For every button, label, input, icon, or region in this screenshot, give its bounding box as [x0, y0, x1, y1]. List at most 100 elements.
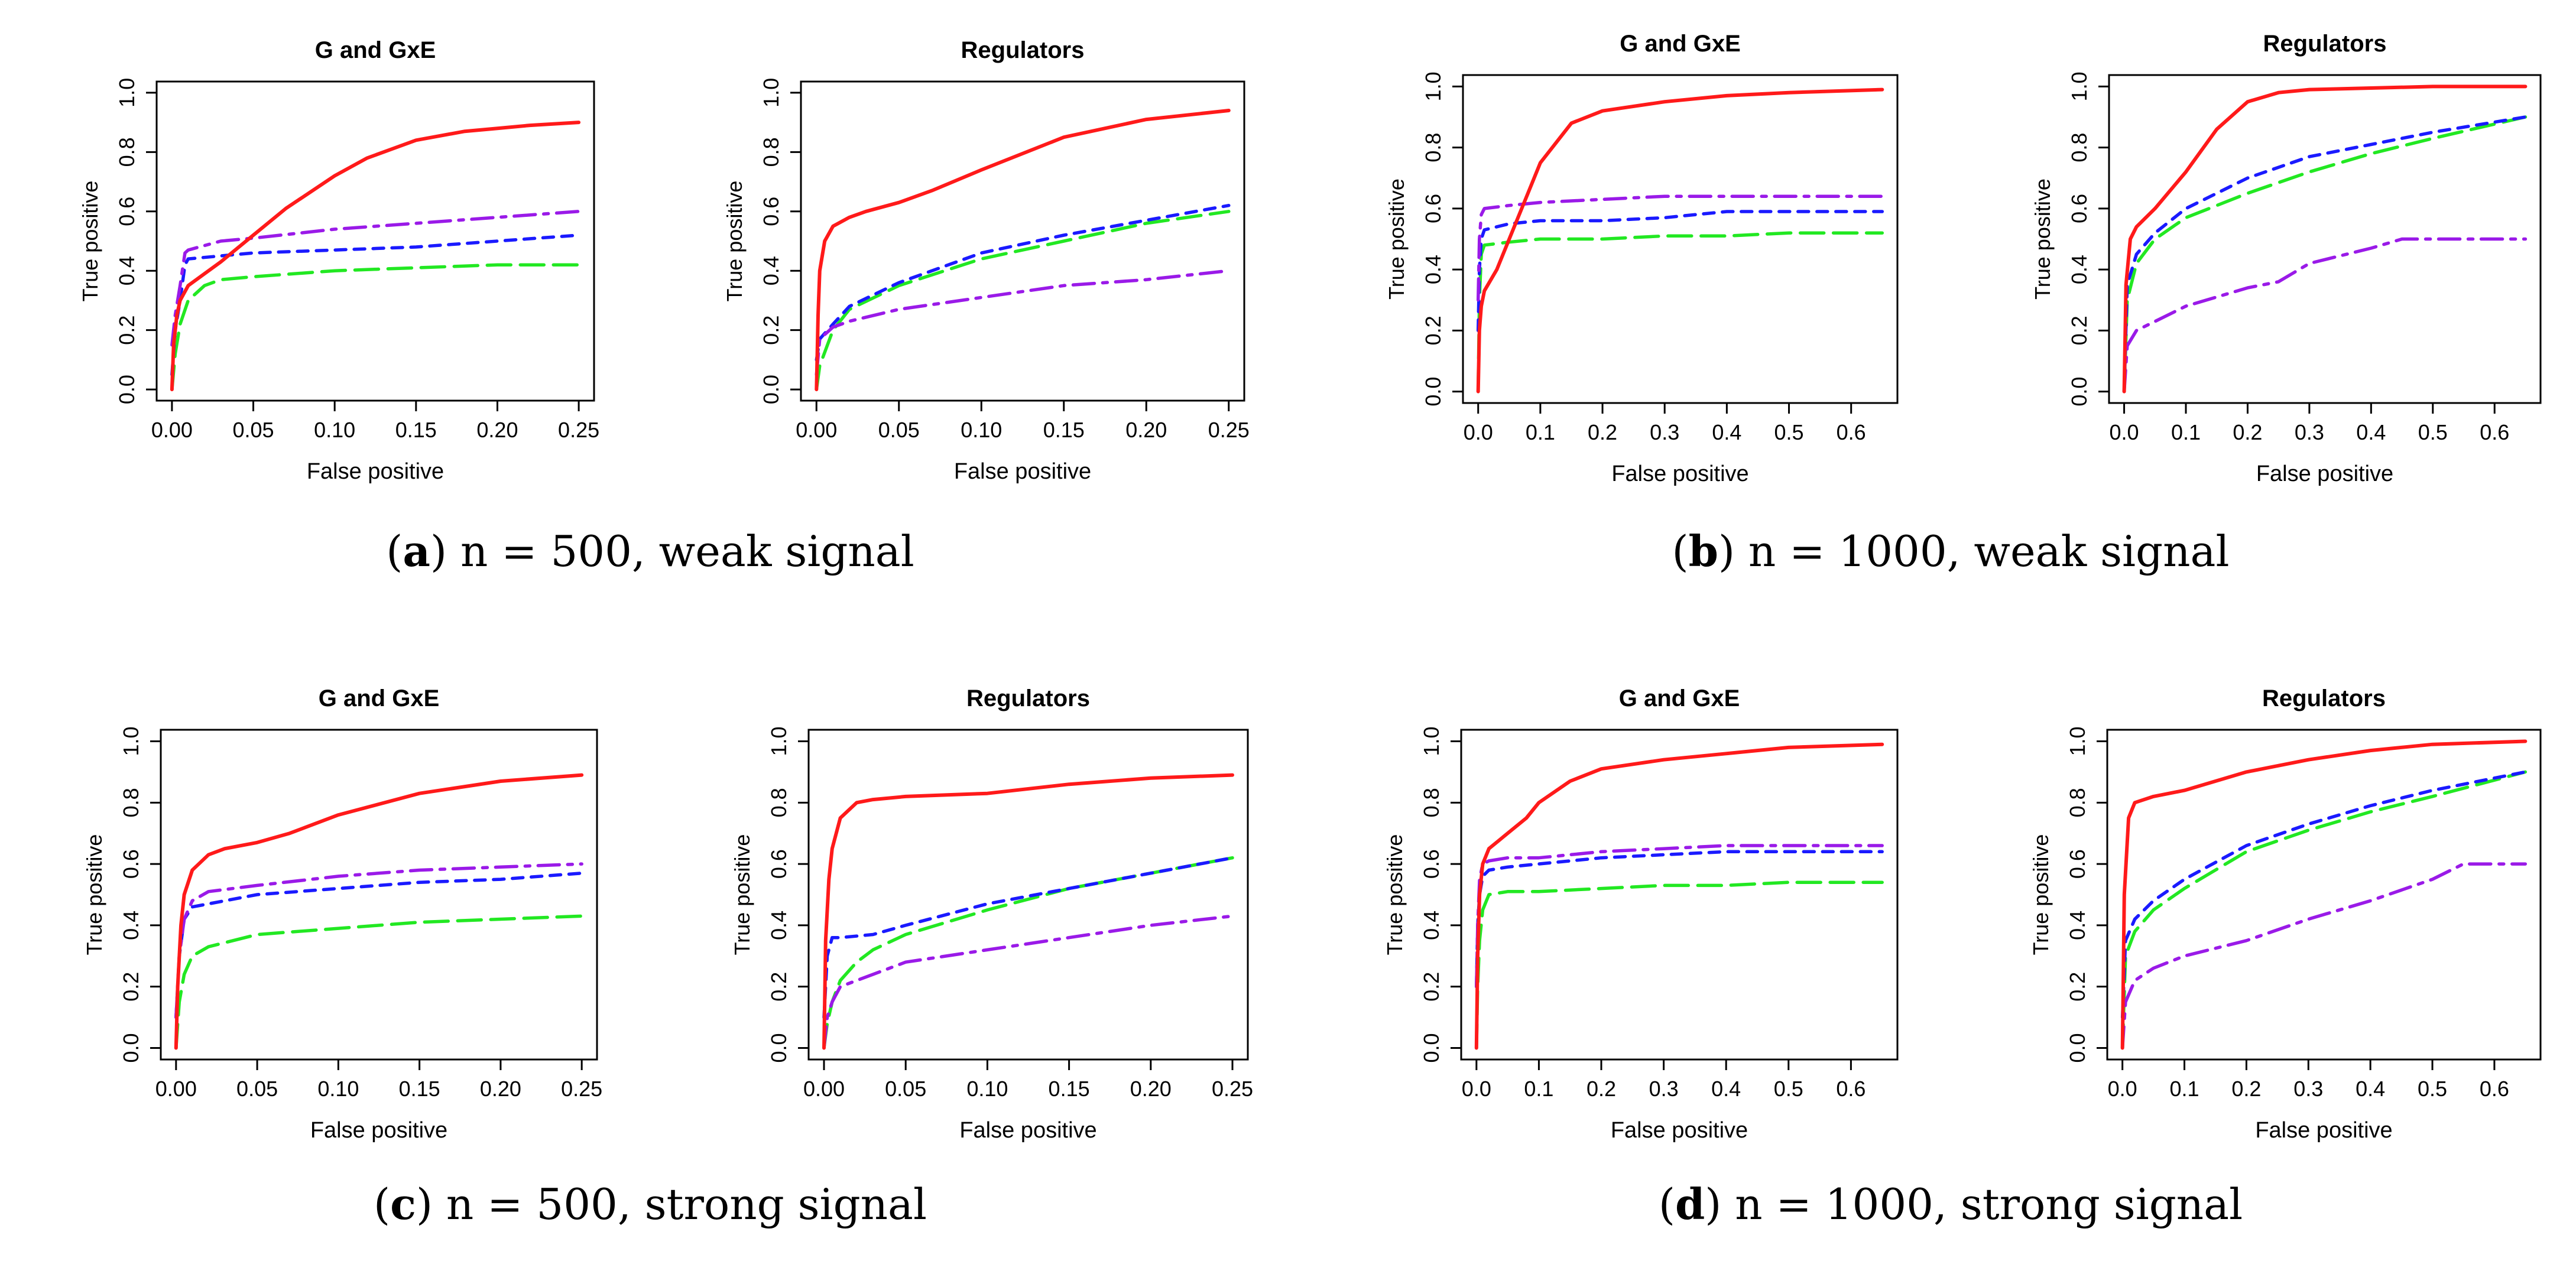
x-tick-label: 0.2: [2233, 420, 2262, 444]
plot-frame: [1462, 74, 1899, 404]
series-line-red: [170, 121, 581, 392]
x-tick-label: 0.0: [2108, 1077, 2137, 1101]
y-tick-label: 1.0: [119, 727, 143, 756]
x-tick-label: 0.15: [399, 1077, 440, 1101]
y-tick-label: 0.2: [767, 972, 791, 1002]
x-tick-label: 0.5: [2418, 420, 2448, 444]
series-line-green: [2120, 770, 2528, 1050]
chart-title: G and GxE: [1620, 31, 1741, 57]
x-tick-label: 0.05: [233, 418, 274, 442]
chart-b-regulators: Regulators 0.0 0.1 0.2 0.3 0.4 0.5 0.6 0.0 0.2 0.4…: [2030, 31, 2542, 486]
x-tick-label: 0.6: [1836, 1077, 1866, 1101]
x-tick-label: 0.1: [2170, 1077, 2199, 1101]
y-tick-label: 0.4: [2065, 911, 2090, 940]
y-tick-label: 0.8: [767, 788, 791, 817]
x-axis-label: False positive: [307, 459, 444, 484]
caption-c-text: n = 500, strong signal: [446, 1179, 927, 1229]
x-axis-label: False positive: [1611, 1118, 1748, 1143]
x-axis-label: False positive: [310, 1118, 447, 1143]
chart-d-g-gxe: G and GxE 0.0 0.1 0.2 0.3 0.4 0.5 0.6 0.0 0.2 0.4 0…: [1383, 685, 1899, 1143]
series-line-blue: [2120, 770, 2528, 1019]
x-tick-label: 0.15: [1049, 1077, 1090, 1101]
x-tick-label: 0.05: [885, 1077, 926, 1101]
y-tick-label: 0.8: [115, 137, 139, 167]
x-tick-label: 0.5: [1774, 1077, 1803, 1101]
chart-title: Regulators: [966, 685, 1090, 711]
y-tick-label: 1.0: [1419, 727, 1443, 756]
plot-frame: [807, 729, 1249, 1061]
y-tick-label: 0.0: [767, 1033, 791, 1062]
y-tick-label: 0.8: [2065, 788, 2090, 817]
y-tick-label: 0.6: [2067, 194, 2091, 223]
x-axis-label: False positive: [1611, 462, 1748, 486]
chart-title: G and GxE: [1619, 685, 1740, 711]
y-axis-label: True positive: [1384, 178, 1409, 300]
x-axis-label: False positive: [2255, 1118, 2392, 1143]
series-line-blue: [815, 203, 1231, 362]
y-tick-label: 0.0: [119, 1033, 143, 1062]
caption-a-text: n = 500, weak signal: [460, 526, 914, 576]
caption-d-text: n = 1000, strong signal: [1735, 1179, 2243, 1229]
y-tick-label: 0.2: [2067, 316, 2091, 345]
y-tick-label: 0.6: [115, 197, 139, 226]
y-tick-label: 0.8: [2067, 133, 2091, 162]
series-line-purple: [2122, 237, 2528, 394]
y-tick-label: 0.8: [1419, 788, 1443, 817]
caption-c-letter: c: [390, 1179, 416, 1229]
series-line-blue: [170, 233, 580, 376]
series-line-blue: [1476, 210, 1884, 333]
y-tick-label: 0.4: [759, 256, 783, 285]
y-axis-label: True positive: [82, 834, 106, 956]
y-tick-label: 0.6: [767, 849, 791, 879]
plot-frame: [2108, 74, 2542, 404]
x-tick-label: 0.25: [561, 1077, 602, 1101]
y-tick-label: 0.2: [2065, 972, 2090, 1002]
y-axis-label: True positive: [1383, 834, 1407, 956]
chart-title: G and GxE: [315, 37, 436, 63]
y-tick-label: 1.0: [115, 78, 139, 108]
series-line-red: [2122, 84, 2528, 394]
y-axis-label: True positive: [2030, 178, 2055, 300]
series-line-blue: [174, 871, 583, 1019]
series-line-green: [1475, 880, 1884, 1050]
y-axis-label: True positive: [78, 181, 102, 302]
x-tick-label: 0.1: [2171, 420, 2201, 444]
series-line-purple: [174, 862, 583, 1019]
y-tick-label: 0.0: [2065, 1033, 2090, 1062]
x-tick-label: 0.3: [2293, 1077, 2323, 1101]
series-line-purple: [170, 210, 580, 347]
y-tick-label: 0.6: [119, 849, 143, 879]
series-line-green: [815, 210, 1231, 391]
x-tick-label: 0.15: [395, 418, 437, 442]
x-tick-label: 0.00: [155, 1077, 197, 1101]
chart-a-g-gxe: G and GxE 0.00 0.05 0.10 0.15 0.20 0.25 0.0 0.2 0…: [78, 37, 599, 484]
x-tick-label: 0.05: [236, 1077, 278, 1101]
y-axis-label: True positive: [722, 181, 747, 302]
x-tick-label: 0.00: [803, 1077, 845, 1101]
series-line-green: [170, 263, 580, 391]
x-tick-label: 0.10: [317, 1077, 359, 1101]
x-tick-label: 0.5: [2418, 1077, 2447, 1101]
y-axis-label: True positive: [730, 834, 754, 956]
x-axis-label: False positive: [959, 1118, 1096, 1143]
caption-b-text: n = 1000, weak signal: [1748, 526, 2230, 576]
y-tick-label: 0.8: [119, 788, 143, 817]
x-tick-label: 0.10: [961, 418, 1002, 442]
y-tick-label: 0.6: [759, 197, 783, 226]
y-tick-label: 1.0: [2065, 727, 2090, 756]
x-tick-label: 0.6: [2480, 1077, 2509, 1101]
x-tick-label: 0.25: [1208, 418, 1250, 442]
caption-d-letter: d: [1675, 1179, 1705, 1229]
chart-title: Regulators: [961, 37, 1085, 63]
x-tick-label: 0.6: [1837, 420, 1866, 444]
y-tick-label: 0.6: [1419, 849, 1443, 879]
y-tick-label: 0.4: [767, 911, 791, 940]
y-tick-label: 1.0: [1421, 72, 1445, 101]
x-tick-label: 0.00: [796, 418, 837, 442]
y-tick-label: 0.6: [1421, 194, 1445, 223]
caption-c: (c) n = 500, strong signal: [374, 1179, 927, 1229]
x-tick-label: 0.0: [2110, 420, 2139, 444]
series-line-red: [174, 773, 584, 1050]
x-tick-label: 0.4: [1712, 420, 1741, 444]
x-tick-label: 0.10: [966, 1077, 1008, 1101]
